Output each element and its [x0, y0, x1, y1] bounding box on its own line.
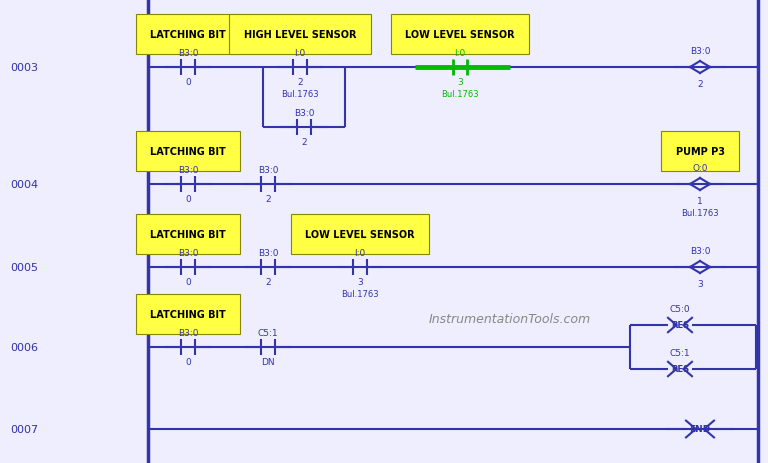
Text: RES: RES [671, 365, 689, 374]
Text: RES: RES [671, 321, 689, 330]
Text: 0004: 0004 [10, 180, 38, 189]
Text: I:0: I:0 [294, 49, 306, 58]
Text: 0006: 0006 [10, 342, 38, 352]
Text: LOW LEVEL SENSOR: LOW LEVEL SENSOR [305, 230, 415, 239]
Text: LATCHING BIT: LATCHING BIT [150, 30, 226, 40]
Text: I:0: I:0 [354, 249, 366, 257]
Text: LATCHING BIT: LATCHING BIT [150, 230, 226, 239]
Text: InstrumentationTools.com: InstrumentationTools.com [429, 313, 591, 325]
Text: 1: 1 [697, 197, 703, 206]
Text: 0: 0 [185, 194, 191, 204]
Text: END: END [690, 425, 710, 433]
Text: Bul.1763: Bul.1763 [441, 90, 478, 99]
Text: 0003: 0003 [10, 63, 38, 73]
Text: B3:0: B3:0 [177, 328, 198, 337]
Text: O:0: O:0 [692, 163, 708, 173]
Text: B3:0: B3:0 [177, 249, 198, 257]
Text: 3: 3 [457, 78, 463, 87]
Text: B3:0: B3:0 [690, 47, 710, 56]
Text: Bul.1763: Bul.1763 [341, 289, 379, 298]
Text: B3:0: B3:0 [177, 49, 198, 58]
Text: 0: 0 [185, 357, 191, 366]
Text: 0: 0 [185, 78, 191, 87]
Text: LOW LEVEL SENSOR: LOW LEVEL SENSOR [406, 30, 515, 40]
Text: B3:0: B3:0 [258, 166, 278, 175]
Text: C5:0: C5:0 [670, 304, 690, 313]
Text: 0005: 0005 [10, 263, 38, 272]
Text: 3: 3 [697, 279, 703, 288]
Text: B3:0: B3:0 [690, 246, 710, 256]
Text: 2: 2 [265, 277, 271, 287]
Text: 2: 2 [297, 78, 303, 87]
Text: 2: 2 [265, 194, 271, 204]
Text: I:0: I:0 [455, 49, 465, 58]
Text: 3: 3 [357, 277, 362, 287]
Text: B3:0: B3:0 [293, 109, 314, 118]
Text: Bul.1763: Bul.1763 [281, 90, 319, 99]
Text: PUMP P3: PUMP P3 [676, 147, 724, 156]
Text: 2: 2 [697, 80, 703, 89]
Text: B3:0: B3:0 [177, 166, 198, 175]
Text: B3:0: B3:0 [258, 249, 278, 257]
Text: Bul.1763: Bul.1763 [681, 208, 719, 218]
Text: LATCHING BIT: LATCHING BIT [150, 309, 226, 319]
Text: HIGH LEVEL SENSOR: HIGH LEVEL SENSOR [243, 30, 356, 40]
Text: LATCHING BIT: LATCHING BIT [150, 147, 226, 156]
Text: 0: 0 [185, 277, 191, 287]
Text: 2: 2 [301, 138, 306, 147]
Text: C5:1: C5:1 [258, 328, 278, 337]
Text: 0007: 0007 [10, 424, 38, 434]
Text: C5:1: C5:1 [670, 348, 690, 357]
Text: DN: DN [261, 357, 275, 366]
